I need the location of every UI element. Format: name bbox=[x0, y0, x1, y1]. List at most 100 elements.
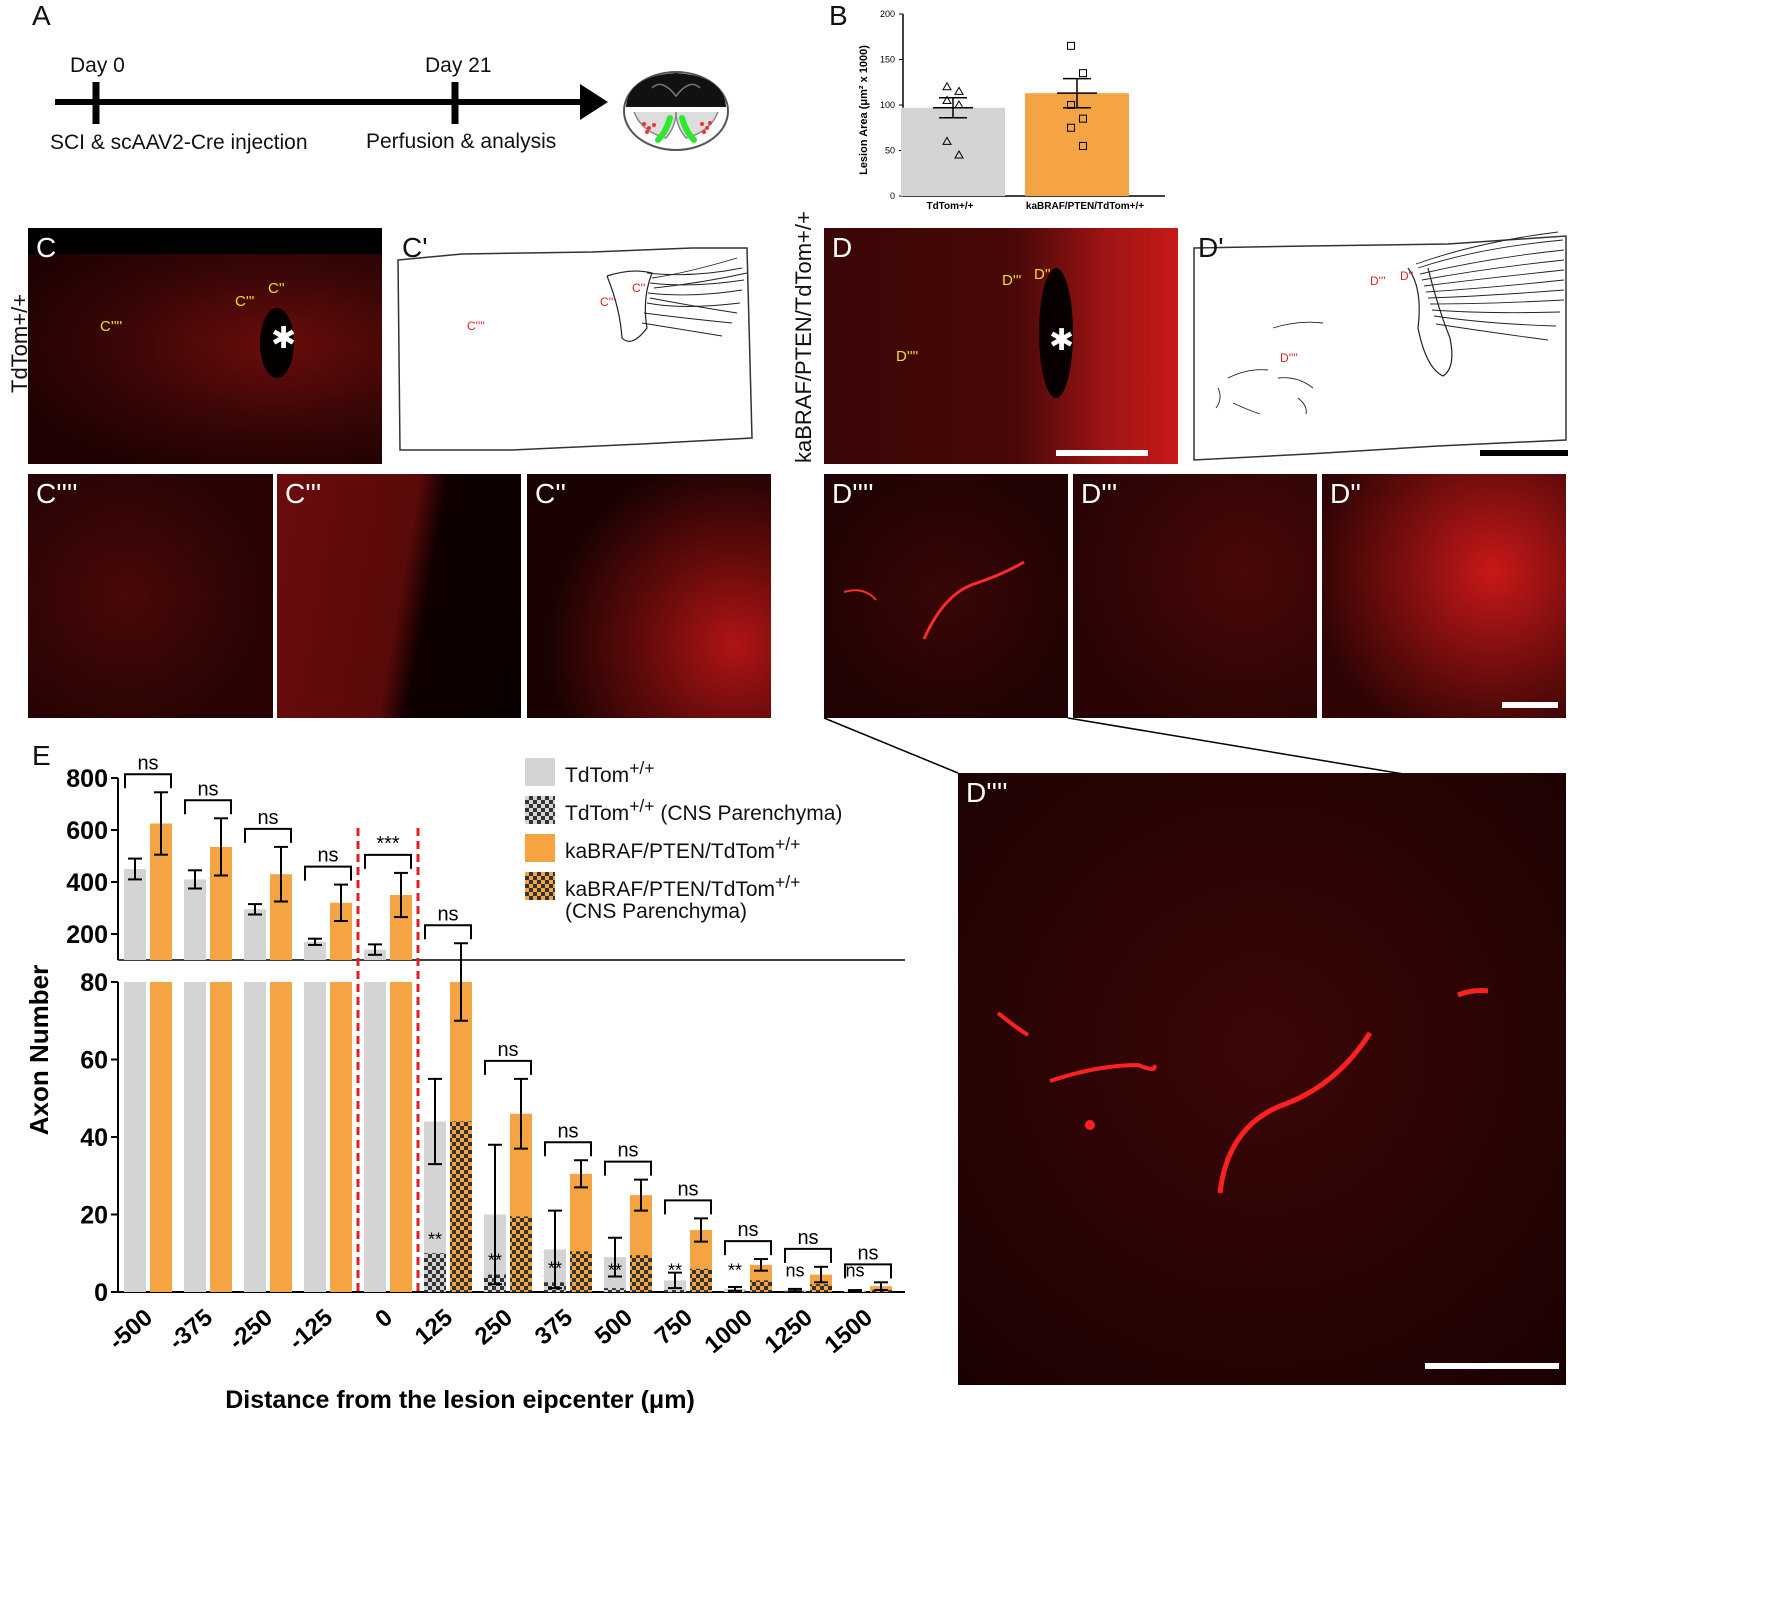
chart-e-sig-label: ns bbox=[677, 1178, 698, 1200]
chart-b-point bbox=[942, 81, 952, 91]
chart-e-sig-label: ns bbox=[497, 1039, 518, 1061]
tag-d3: D''' bbox=[1002, 272, 1022, 289]
chart-e-sig-parenchyma: ** bbox=[608, 1260, 622, 1280]
legend-label-3: kaBRAF/PTEN/TdTom+/+ bbox=[565, 872, 801, 901]
row-label-d: kaBRAF/PTEN/TdTom+/+ bbox=[791, 211, 816, 463]
chart-b-ylabel: Lesion Area (μm² x 1000) bbox=[858, 45, 870, 175]
chart-e-sig-bracket bbox=[484, 1059, 532, 1075]
panel-b-label: B bbox=[829, 0, 848, 31]
chart-b-point bbox=[954, 99, 964, 109]
chart-e-bar-kabraf-parenchyma bbox=[630, 1255, 652, 1292]
chart-e-bar-tdtom bbox=[304, 982, 326, 1292]
panel-d-prime-label: D' bbox=[1198, 232, 1224, 263]
chart-e-sig-bracket bbox=[184, 799, 232, 815]
panel-c-label: C bbox=[36, 232, 57, 263]
chart-e-bar-kabraf bbox=[390, 982, 412, 1292]
chart-e-bar-kabraf-parenchyma bbox=[570, 1251, 592, 1292]
chart-b-point bbox=[1067, 41, 1075, 50]
trace-tag-c3: C''' bbox=[600, 295, 616, 309]
chart-e-ylabel: Axon Number bbox=[24, 965, 54, 1135]
legend-label-0: TdTom+/+ bbox=[565, 758, 655, 787]
chart-e-bar-kabraf bbox=[390, 895, 412, 960]
chart-e-sig-label: ns bbox=[557, 1120, 578, 1142]
legend-label-4: (CNS Parenchyma) bbox=[565, 900, 748, 923]
chart-e-sig-bracket bbox=[304, 865, 352, 881]
legend-swatch-2 bbox=[525, 834, 555, 862]
chart-e-sig-parenchyma: ** bbox=[668, 1260, 682, 1280]
legend-label-1: TdTom+/+ (CNS Parenchyma) bbox=[565, 796, 843, 825]
chart-b-point bbox=[942, 95, 952, 104]
chart-e-bar-kabraf-parenchyma bbox=[810, 1284, 832, 1292]
tag-c4: C'''' bbox=[100, 318, 123, 335]
chart-e-ytick-label: 60 bbox=[80, 1047, 108, 1075]
chart-b-point bbox=[954, 150, 964, 159]
chart-e-bar-kabraf bbox=[330, 902, 352, 960]
timeline-diagram bbox=[55, 82, 608, 124]
legend-swatch-1 bbox=[525, 796, 555, 824]
chart-b-point bbox=[1079, 114, 1087, 123]
tile-c3-label: C''' bbox=[285, 478, 322, 509]
chart-b-bar bbox=[1025, 93, 1129, 196]
chart-e-bar-kabraf-parenchyma bbox=[750, 1280, 772, 1292]
chart-e-xtick-label: 1500 bbox=[820, 1304, 878, 1359]
chart-e-sig-parenchyma: ** bbox=[428, 1229, 442, 1249]
chart-b-ytick-label: 0 bbox=[890, 191, 895, 201]
chart-e-xtick-label: 250 bbox=[470, 1304, 518, 1350]
chart-e-xtick-label: 1000 bbox=[700, 1304, 758, 1359]
micrograph-c: ✱ C C'' C''' C'''' bbox=[28, 228, 382, 464]
chart-e-sig-bracket bbox=[124, 773, 172, 789]
chart-e-xlabel: Distance from the lesion eipcenter (μm) bbox=[225, 1386, 695, 1414]
chart-b-ytick-label: 100 bbox=[880, 100, 895, 110]
chart-e-bar-kabraf bbox=[150, 823, 172, 960]
chart-e-sig-label: ns bbox=[437, 903, 458, 925]
scale-bar-d-prime bbox=[1480, 450, 1568, 456]
trace-tag-c4: C'''' bbox=[467, 319, 485, 333]
chart-e-ytick-label: 20 bbox=[80, 1202, 108, 1230]
chart-e-ytick-label: 200 bbox=[66, 921, 108, 949]
chart-e-bar-tdtom bbox=[304, 941, 326, 960]
chart-e-bar-tdtom bbox=[124, 869, 146, 960]
chart-e-bar-kabraf bbox=[270, 982, 292, 1292]
chart-e-bar-kabraf bbox=[330, 982, 352, 1292]
chart-e-sig-bracket bbox=[844, 1263, 892, 1279]
tile-d2-label: D'' bbox=[1330, 478, 1361, 509]
chart-b-ytick-label: 200 bbox=[880, 9, 895, 19]
lesion-area-chart: Lesion Area (μm² x 1000) 0 50 100 150 200 Td… bbox=[858, 9, 1165, 212]
tile-c4-label: C'''' bbox=[36, 478, 78, 509]
chart-e-xtick-label: 1250 bbox=[760, 1304, 818, 1359]
chart-e-sig-bracket bbox=[604, 1160, 652, 1176]
chart-e-sig-label: ns bbox=[857, 1242, 878, 1264]
chart-e-sig-label: ns bbox=[257, 807, 278, 829]
chart-b-xlabel-1: kaBRAF/PTEN/TdTom+/+ bbox=[1026, 201, 1144, 212]
tile-d4: D'''' bbox=[824, 474, 1068, 718]
scale-bar-zoom bbox=[1425, 1363, 1559, 1369]
chart-e-xtick-label: 500 bbox=[590, 1304, 638, 1350]
chart-b-point bbox=[1067, 123, 1075, 132]
chart-b-ytick-label: 150 bbox=[880, 55, 895, 65]
tile-c3: C''' bbox=[277, 474, 521, 718]
chart-b-xlabel-0: TdTom+/+ bbox=[926, 201, 973, 212]
spinal-cord-schematic bbox=[623, 71, 729, 151]
chart-e-sig-label: ns bbox=[137, 752, 158, 774]
tag-c2: C'' bbox=[268, 280, 285, 297]
chart-e-bar-tdtom-parenchyma bbox=[604, 1288, 626, 1292]
chart-e-bar-kabraf bbox=[210, 982, 232, 1292]
tag-d4: D'''' bbox=[896, 348, 919, 365]
chart-e-ytick-label: 40 bbox=[80, 1124, 108, 1152]
legend-swatch-0 bbox=[525, 758, 555, 786]
chart-e-sig-parenchyma: ** bbox=[488, 1251, 502, 1271]
scale-bar-tile-d2 bbox=[1502, 702, 1558, 708]
tag-c3: C''' bbox=[235, 293, 255, 310]
tile-c2-label: C'' bbox=[535, 478, 566, 509]
chart-e-xtick-label: -250 bbox=[224, 1304, 278, 1356]
chart-b-point bbox=[1067, 101, 1075, 109]
chart-e-xtick-label: 0 bbox=[370, 1304, 398, 1333]
chart-e-sig-bracket bbox=[544, 1141, 592, 1157]
chart-e-xtick-label: 375 bbox=[530, 1304, 578, 1350]
tile-d2: D'' bbox=[1322, 474, 1566, 718]
chart-e-sig-label: ns bbox=[797, 1227, 818, 1249]
chart-e-ytick-label: 600 bbox=[66, 817, 108, 845]
chart-e-sig-label: ns bbox=[617, 1140, 638, 1162]
legend-label-2: kaBRAF/PTEN/TdTom+/+ bbox=[565, 834, 801, 863]
chart-e-bar-tdtom bbox=[244, 909, 266, 960]
